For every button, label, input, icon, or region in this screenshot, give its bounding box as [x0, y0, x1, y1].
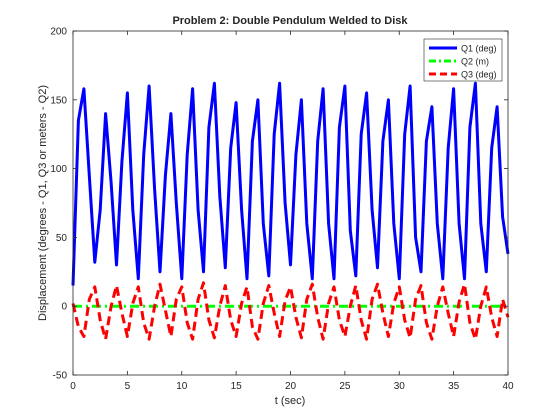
series-layer	[71, 81, 510, 341]
x-tick-label: 40	[502, 381, 514, 392]
y-tick-label: 50	[56, 233, 68, 244]
legend-box	[423, 38, 503, 82]
series-line-q1-deg	[71, 81, 510, 286]
y-axis: -50 0 50 100 150 200	[50, 27, 508, 382]
y-tick-label: 100	[50, 164, 67, 175]
x-tick-label: 35	[448, 381, 460, 392]
x-tick-label: 25	[339, 381, 351, 392]
y-tick-label: -50	[53, 371, 68, 382]
legend-label-q2-m: Q2 (m)	[461, 57, 489, 67]
x-axis-label: t (sec)	[275, 395, 306, 407]
legend: Q1 (deg) Q2 (m) Q3 (deg)	[423, 38, 503, 82]
y-tick-label: 0	[61, 302, 67, 313]
legend-label-q1-deg: Q1 (deg)	[461, 44, 497, 54]
x-tick-label: 0	[70, 381, 76, 392]
x-tick-label: 10	[176, 381, 188, 392]
x-tick-label: 30	[394, 381, 406, 392]
y-tick-label: 150	[50, 95, 67, 106]
x-tick-label: 5	[125, 381, 131, 392]
y-tick-label: 200	[50, 27, 67, 38]
chart-title: Problem 2: Double Pendulum Welded to Dis…	[172, 15, 408, 27]
plot-background	[73, 31, 508, 375]
x-axis: 0 5 10 15 20 25 30 35 40	[70, 31, 514, 392]
y-axis-label: Displacement (degrees - Q1, Q3 or meters…	[37, 85, 49, 321]
legend-label-q3-deg: Q3 (deg)	[461, 70, 497, 80]
x-tick-label: 15	[231, 381, 243, 392]
x-tick-label: 20	[285, 381, 297, 392]
series-line-q3-deg	[71, 281, 510, 341]
plot-area	[71, 30, 510, 376]
